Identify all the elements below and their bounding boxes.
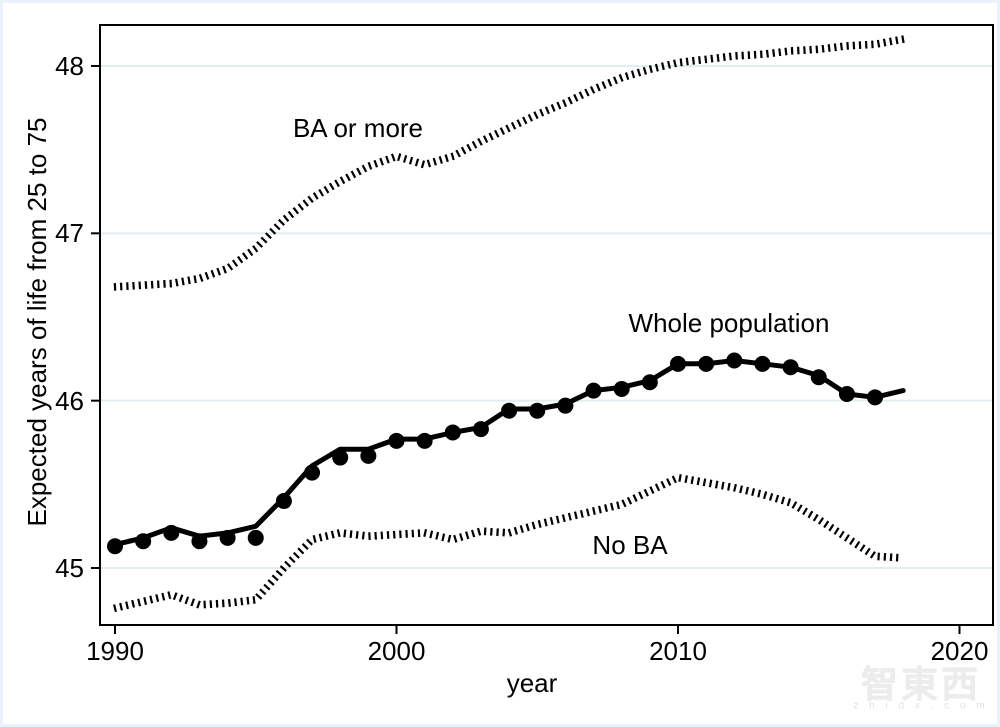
marker-whole-population <box>557 397 574 414</box>
marker-whole-population <box>332 449 349 466</box>
marker-whole-population <box>754 355 771 372</box>
marker-whole-population <box>163 524 180 541</box>
x-axis-title: year <box>506 668 558 698</box>
y-tick-label: 48 <box>55 51 84 81</box>
marker-whole-population <box>304 464 321 481</box>
series-label-whole-population: Whole population <box>628 308 830 338</box>
marker-whole-population <box>107 538 123 555</box>
marker-whole-population <box>219 529 236 546</box>
marker-whole-population <box>416 432 433 449</box>
marker-whole-population <box>670 355 686 372</box>
series-line-whole-population <box>112 358 906 548</box>
marker-whole-population <box>726 352 743 369</box>
watermark-caption: z h i d x . c o m <box>853 700 989 712</box>
marker-whole-population <box>810 369 827 386</box>
series-label-ba-or-more: BA or more <box>292 113 424 143</box>
marker-whole-population <box>867 389 884 406</box>
y-tick-label: 45 <box>55 552 84 583</box>
marker-whole-population <box>444 424 461 441</box>
marker-whole-population <box>585 382 602 399</box>
marker-whole-population <box>501 402 518 419</box>
x-tick-label: 2020 <box>930 636 989 666</box>
x-tick-label: 2000 <box>367 636 426 666</box>
marker-whole-population <box>472 421 489 438</box>
y-tick-label: 47 <box>55 218 84 249</box>
y-axis-title: Expected years of life from 25 to 75 <box>22 117 52 527</box>
marker-whole-population <box>135 533 152 550</box>
marker-whole-population <box>388 432 405 449</box>
x-tick-label: 1990 <box>86 636 144 666</box>
marker-whole-population <box>191 533 208 550</box>
marker-whole-population <box>782 359 799 376</box>
marker-whole-population <box>247 529 264 546</box>
marker-whole-population <box>698 355 715 372</box>
series-line-ba-or-more <box>113 35 905 291</box>
series-label-no-ba: No BA <box>592 530 668 560</box>
marker-whole-population <box>641 374 658 391</box>
marker-whole-population <box>613 380 630 397</box>
watermark-logo: 智東西 <box>861 664 981 705</box>
x-tick-label: 2010 <box>649 636 707 666</box>
plot-border <box>99 24 994 626</box>
marker-whole-population <box>360 447 377 464</box>
marker-whole-population <box>275 493 292 510</box>
series-line-no-ba <box>113 474 899 613</box>
y-tick-label: 46 <box>55 385 84 416</box>
marker-whole-population <box>838 385 855 402</box>
marker-whole-population <box>529 402 546 419</box>
